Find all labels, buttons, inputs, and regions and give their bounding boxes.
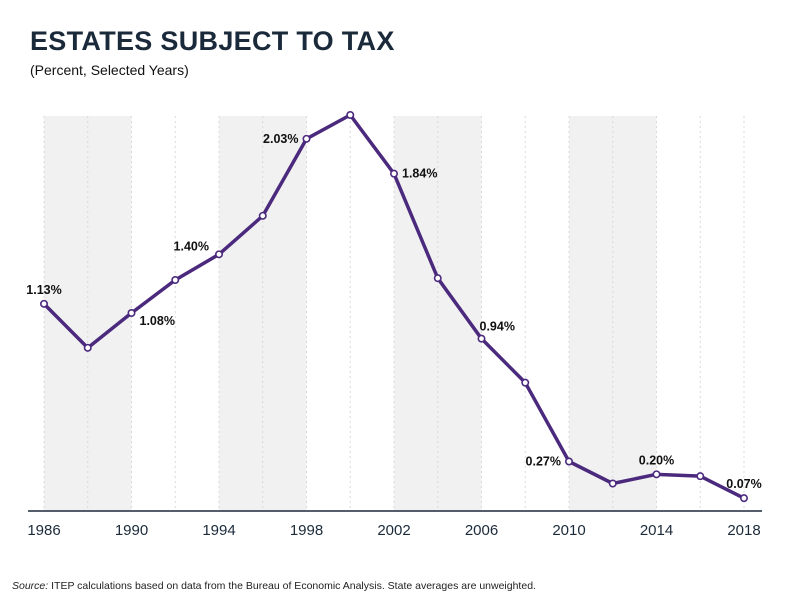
data-point xyxy=(215,250,224,259)
x-tick-label: 2018 xyxy=(727,522,760,539)
chart-subtitle: (Percent, Selected Years) xyxy=(30,62,189,78)
data-point xyxy=(608,479,617,488)
x-tick-label: 1994 xyxy=(202,522,235,539)
x-tick-label: 2014 xyxy=(640,522,673,539)
data-point xyxy=(346,111,355,120)
data-point xyxy=(564,457,573,466)
data-label: 1.13% xyxy=(26,283,61,297)
data-label: 1.40% xyxy=(174,239,209,253)
data-point xyxy=(477,334,486,343)
data-label: 1.84% xyxy=(402,167,437,181)
x-tick-label: 1998 xyxy=(290,522,323,539)
data-label: 2.03% xyxy=(263,132,298,146)
data-point xyxy=(433,274,442,283)
source-label: Source: xyxy=(12,580,49,592)
x-tick-label: 1986 xyxy=(27,522,60,539)
source-text: ITEP calculations based on data from the… xyxy=(51,580,536,592)
data-point xyxy=(521,378,530,387)
x-tick-label: 2006 xyxy=(465,522,498,539)
data-point xyxy=(127,308,136,317)
source-note: Source: ITEP calculations based on data … xyxy=(12,580,536,592)
x-tick-label: 1990 xyxy=(115,522,148,539)
data-label: 0.94% xyxy=(480,320,515,334)
data-point xyxy=(83,343,92,352)
data-label: 1.08% xyxy=(140,314,175,328)
x-tick-label: 2002 xyxy=(377,522,410,539)
data-point xyxy=(652,470,661,479)
chart-title: ESTATES SUBJECT TO TAX xyxy=(30,26,395,56)
data-point xyxy=(739,494,748,503)
data-label: 0.27% xyxy=(526,455,561,469)
data-label: 0.20% xyxy=(639,453,674,467)
data-point xyxy=(171,275,180,284)
data-label: 0.07% xyxy=(726,477,761,491)
data-point xyxy=(302,134,311,143)
data-point xyxy=(39,299,48,308)
data-point xyxy=(389,169,398,178)
data-point xyxy=(258,211,267,220)
data-point xyxy=(696,472,705,481)
x-tick-label: 2010 xyxy=(552,522,585,539)
